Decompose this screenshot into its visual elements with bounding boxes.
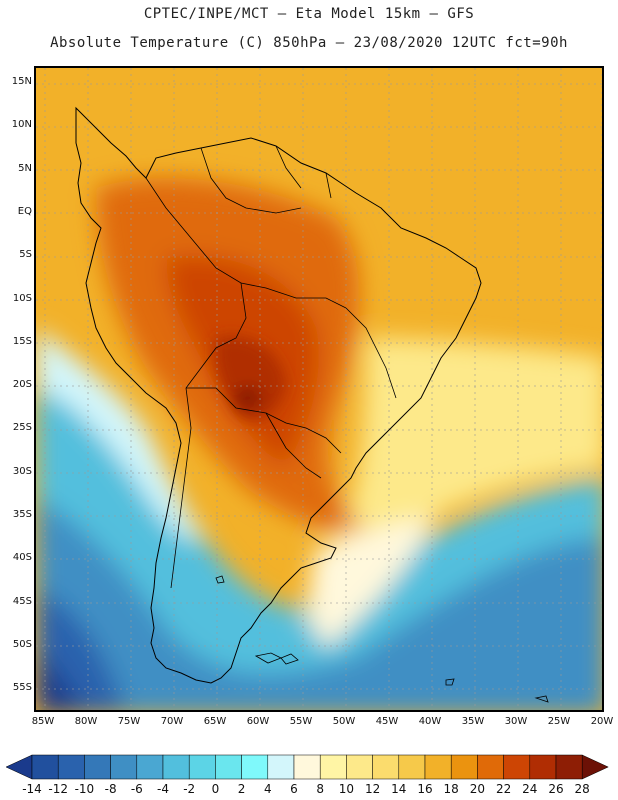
colorbar-segment xyxy=(503,754,531,780)
colorbar-tick-label: 14 xyxy=(391,782,407,796)
lat-label: 10S xyxy=(12,292,32,304)
graticule xyxy=(36,68,602,710)
colorbar-tick-label: 18 xyxy=(443,782,459,796)
colorbar-segment xyxy=(215,754,242,780)
temperature-bands xyxy=(36,178,602,710)
map-title-line1: CPTEC/INPE/MCT – Eta Model 15km – GFS xyxy=(143,6,475,22)
colorbar-tick-label: -10 xyxy=(74,782,95,796)
colorbar-tick-label: -14 xyxy=(22,782,42,796)
lat-label: 50S xyxy=(12,638,32,650)
islands xyxy=(215,575,549,703)
colorbar-segment xyxy=(372,754,400,780)
hot-core xyxy=(214,336,286,420)
colorbar-tick-label: 0 xyxy=(211,782,220,796)
colorbar-segment xyxy=(57,754,85,780)
lon-label: 20W xyxy=(590,716,614,727)
lon-label: 35W xyxy=(461,716,485,727)
colorbar-tick-label: 2 xyxy=(237,782,246,796)
colorbar-segment xyxy=(477,754,504,780)
colorbar-segment xyxy=(319,754,347,780)
colorbar-tick-label: 10 xyxy=(338,782,355,796)
map-title-line2: Absolute Temperature (C) 850hPa – 23/08/… xyxy=(50,35,568,51)
colorbar-segment xyxy=(424,754,452,780)
colorbar-segment xyxy=(267,754,295,780)
lon-label: 85W xyxy=(31,716,55,727)
lon-label: 60W xyxy=(246,716,270,727)
colorbar-tick-label: 26 xyxy=(548,782,564,796)
lon-label: 50W xyxy=(332,716,356,727)
colorbar-segment xyxy=(188,754,216,780)
lat-label: 35S xyxy=(12,509,32,520)
colorbar-segment xyxy=(555,754,583,780)
colorbar-max-arrow xyxy=(581,754,609,780)
colorbar-tick-label: -8 xyxy=(104,782,117,796)
lat-label: 5N xyxy=(18,162,32,174)
colorbar-tick-label: 16 xyxy=(417,782,433,796)
lon-label: 40W xyxy=(418,716,442,727)
lon-label: 30W xyxy=(504,716,528,727)
map-panel xyxy=(34,66,604,712)
colorbar-segment xyxy=(241,754,269,780)
lat-label: 30S xyxy=(12,465,32,477)
colorbar-segment xyxy=(31,754,59,780)
lon-label: 80W xyxy=(74,716,98,727)
lat-label: 40S xyxy=(12,552,32,564)
colorbar-segment xyxy=(450,754,478,780)
lat-label: 25S xyxy=(12,422,32,434)
colorbar-tick-label: 20 xyxy=(469,782,486,796)
south-america-coastline xyxy=(75,106,482,684)
colorbar-tick-label: -12 xyxy=(48,782,68,796)
country-borders xyxy=(145,145,397,589)
lon-label: 70W xyxy=(160,716,184,727)
lat-label: 55S xyxy=(12,682,32,694)
lat-label: 10N xyxy=(11,119,32,131)
colorbar-segment xyxy=(136,754,164,780)
colorbar-tick-label: 22 xyxy=(495,782,512,796)
lon-label: 65W xyxy=(203,716,227,727)
colorbar-segment xyxy=(162,754,190,780)
lat-label: 15S xyxy=(12,335,32,347)
colorbar-tick-label: 28 xyxy=(574,782,590,796)
colorbar-tick-label: 24 xyxy=(522,782,538,796)
colorbar-tick-label: -2 xyxy=(183,782,196,796)
colorbar-segment xyxy=(110,754,138,780)
colorbar-tick-label: 4 xyxy=(263,782,272,796)
colorbar-segment xyxy=(398,754,426,780)
lon-label: 75W xyxy=(117,716,141,727)
colorbar-segment xyxy=(529,754,557,780)
colorbar-tick-label: -6 xyxy=(130,782,143,796)
lat-label: EQ xyxy=(17,205,32,217)
colorbar-tick-label: 12 xyxy=(364,782,381,796)
colorbar-segment xyxy=(346,754,373,780)
temperature-map xyxy=(36,68,602,710)
colorbar-segment xyxy=(84,754,111,780)
colorbar-min-arrow xyxy=(5,754,33,780)
colorbar-tick-label: 6 xyxy=(290,782,298,796)
colorbar-tick-label: -4 xyxy=(157,782,169,796)
colorbar-segment xyxy=(293,754,321,780)
lon-label: 25W xyxy=(547,716,571,727)
lon-label: 45W xyxy=(375,716,399,727)
lat-label: 15N xyxy=(11,76,32,87)
lat-label: 45S xyxy=(12,595,32,607)
temperature-colorbar xyxy=(5,754,609,780)
lat-label: 20S xyxy=(12,379,32,391)
lat-label: 5S xyxy=(19,249,32,261)
colorbar-tick-label: 8 xyxy=(316,782,325,796)
lon-label: 55W xyxy=(289,716,313,727)
